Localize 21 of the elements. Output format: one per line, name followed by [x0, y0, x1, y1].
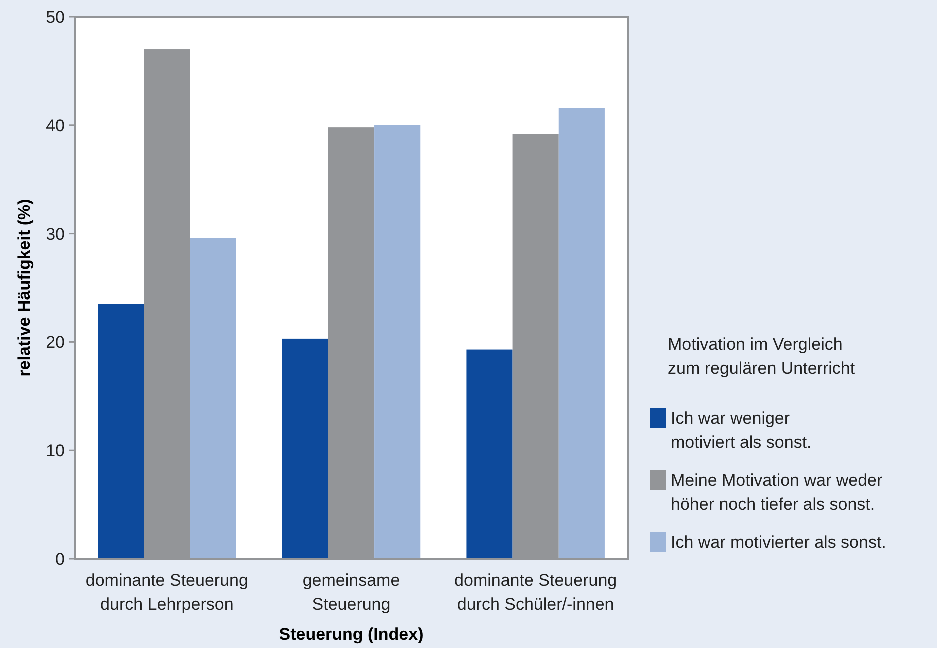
legend-label: Ich war motivierter als sonst.: [671, 533, 886, 552]
bar: [190, 238, 236, 559]
x-axis-title: Steuerung (Index): [279, 625, 424, 644]
bar: [466, 350, 513, 559]
y-tick-label: 10: [46, 442, 65, 461]
x-tick-label: dominante Steuerung durch Lehrperson: [86, 571, 248, 614]
y-tick-label: 50: [46, 8, 65, 27]
legend-label: Meine Motivation war weder höher noch tiefer als sonst.: [671, 471, 883, 514]
bar: [374, 125, 421, 559]
legend-label: Ich war weniger motiviert als sonst.: [671, 409, 812, 452]
x-tick-label: dominante Steuerung durch Schüler/-innen: [454, 571, 618, 614]
y-tick-label: 40: [46, 116, 65, 136]
y-tick-label: 20: [46, 333, 65, 352]
legend-title: Motivation im Vergleich zum regulären Unterricht: [668, 335, 856, 378]
bar: [282, 338, 328, 559]
y-tick-label: 0: [56, 550, 65, 569]
bar: [558, 108, 605, 559]
x-tick-label: gemeinsame Steuerung: [302, 571, 400, 614]
bar: [98, 304, 144, 559]
y-axis-title: relative Häufigkeit (%): [15, 199, 34, 377]
y-tick-label: 30: [46, 224, 65, 244]
